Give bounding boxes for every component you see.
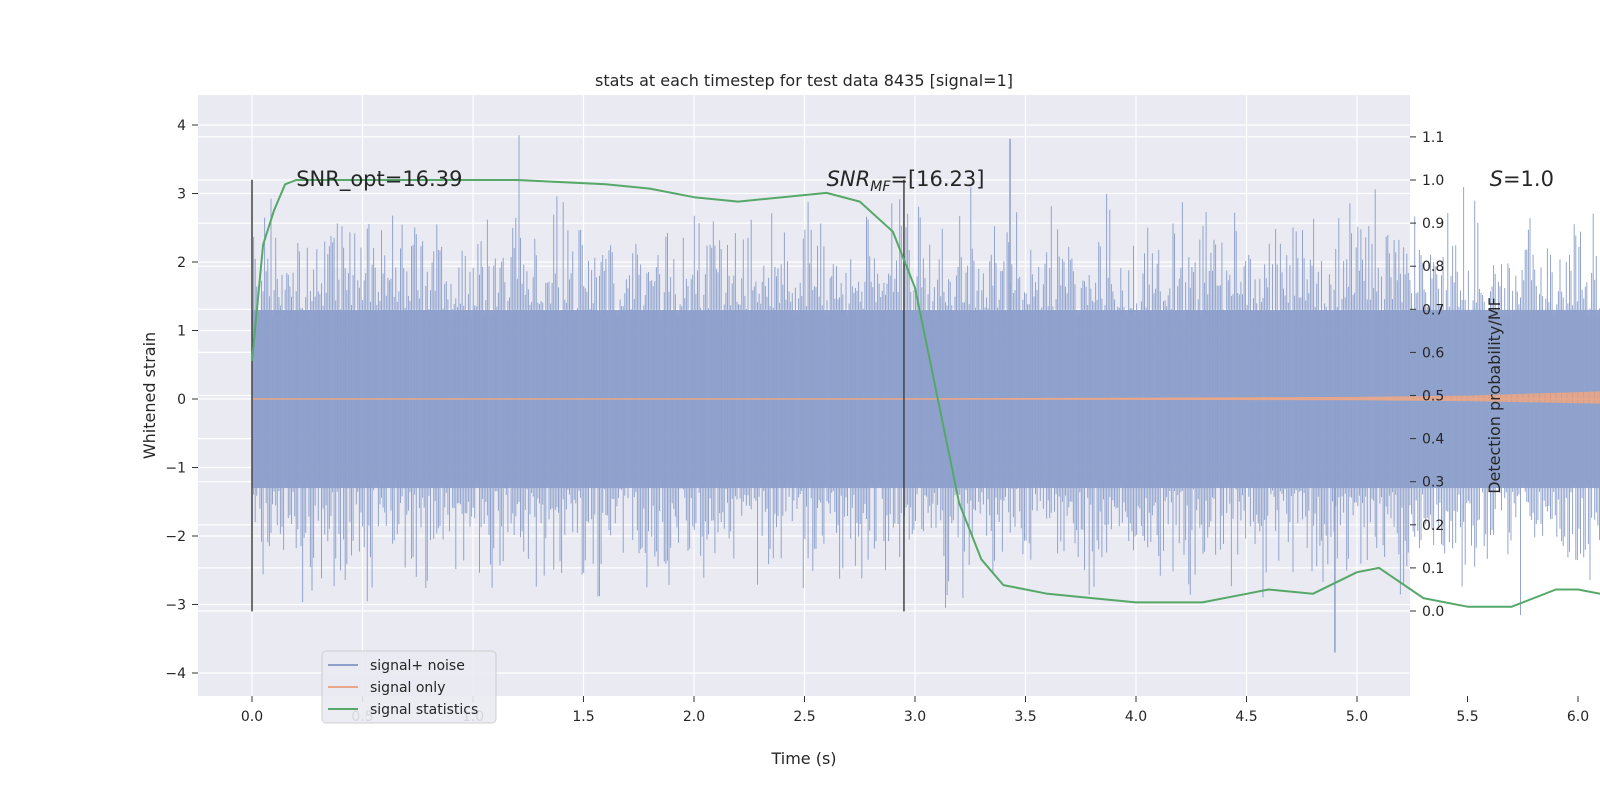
x-tick-label: 3.0 <box>904 709 926 725</box>
x-axis-label: Time (s) <box>770 749 836 768</box>
x-tick-label: 3.5 <box>1014 709 1036 725</box>
y-axis-label-right: Detection probability/MF <box>1485 297 1504 494</box>
y-right-tick-label: 1.1 <box>1422 130 1444 146</box>
y-axis-label-left: Whitened strain <box>140 332 159 459</box>
x-tick-label: 1.5 <box>572 709 594 725</box>
y-left-tick-label: 0 <box>177 392 186 408</box>
chart-title: stats at each timestep for test data 843… <box>595 71 1013 90</box>
legend-box <box>321 650 497 724</box>
y-right-tick-label: 0.7 <box>1422 302 1444 318</box>
y-right-tick-label: 0.2 <box>1422 518 1444 534</box>
y-right-tick-label: 0.9 <box>1422 216 1444 232</box>
x-tick-label: 5.5 <box>1456 709 1478 725</box>
y-right-tick-label: 0.0 <box>1422 604 1444 620</box>
y-right-tick-label: 0.6 <box>1422 345 1444 361</box>
y-ticks-left: 4 3 2 1 0 −1 −2 −3 −4 <box>165 118 198 682</box>
legend-label-0: signal+ noise <box>370 658 465 674</box>
annotation-1: SNRMF=[16.23] <box>827 167 985 195</box>
x-tick-label: 2.5 <box>793 709 815 725</box>
x-tick-label: 6.0 <box>1567 709 1589 725</box>
signal-only-series <box>252 391 1600 404</box>
annotation-0: SNR_opt=16.39 <box>296 167 462 192</box>
y-left-tick-label: −4 <box>165 666 186 682</box>
signal-envelope <box>252 391 1600 404</box>
y-left-tick-label: 4 <box>177 118 186 134</box>
legend-label-2: signal statistics <box>370 702 478 718</box>
x-tick-label: 5.0 <box>1346 709 1368 725</box>
x-tick-label: 4.0 <box>1125 709 1147 725</box>
y-right-tick-label: 0.8 <box>1422 259 1444 275</box>
y-left-tick-label: 1 <box>177 324 186 340</box>
y-right-tick-label: 0.5 <box>1422 389 1444 405</box>
y-right-tick-label: 1.0 <box>1422 173 1444 189</box>
vertical-markers <box>251 179 905 612</box>
y-left-tick-label: −2 <box>165 529 186 545</box>
y-right-tick-label: 0.1 <box>1422 561 1444 577</box>
x-tick-label: 0.0 <box>241 709 263 725</box>
signal-statistics-series <box>251 179 1600 608</box>
statistics-line <box>251 179 1600 608</box>
y-ticks-right: 1.1 1.0 0.9 0.8 0.7 0.6 0.5 0.4 0.3 0.2 0.1 0.0 <box>1410 130 1444 620</box>
y-right-tick-label: 0.3 <box>1422 475 1444 491</box>
annotation-2: S=1.0 <box>1490 167 1554 191</box>
y-left-tick-label: −1 <box>165 461 186 477</box>
y-right-tick-label: 0.4 <box>1422 432 1444 448</box>
y-left-tick-label: 2 <box>177 255 186 271</box>
x-tick-label: 2.0 <box>683 709 705 725</box>
y-left-tick-label: −3 <box>165 598 186 614</box>
y-left-tick-label: 3 <box>177 187 186 203</box>
legend-label-1: signal only <box>370 680 445 696</box>
legend: signal+ noise signal only signal statistic… <box>321 650 497 724</box>
x-tick-label: 4.5 <box>1235 709 1257 725</box>
